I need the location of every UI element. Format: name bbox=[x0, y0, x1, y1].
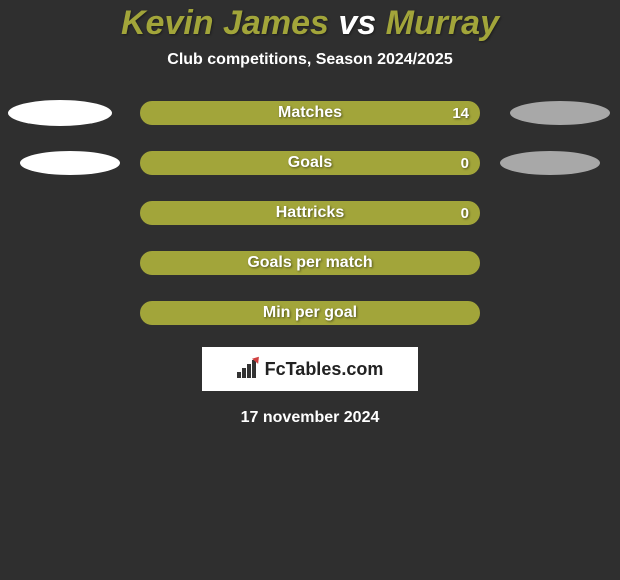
stat-bar: Goals 0 bbox=[140, 151, 480, 175]
stat-label: Min per goal bbox=[263, 304, 357, 322]
stat-rows: Matches 14 Goals 0 Hattricks 0 Goals per match… bbox=[0, 99, 620, 327]
subtitle: Club competitions, Season 2024/2025 bbox=[167, 51, 452, 69]
title-vs: vs bbox=[338, 4, 376, 42]
left-ellipse bbox=[8, 100, 112, 126]
stat-value-right: 14 bbox=[452, 105, 469, 122]
right-ellipse bbox=[500, 151, 600, 175]
title-player1: Kevin James bbox=[121, 4, 329, 42]
stat-label: Hattricks bbox=[276, 204, 344, 222]
logo-text: FcTables.com bbox=[265, 359, 384, 380]
stat-row: Goals per match bbox=[0, 249, 620, 277]
stat-label: Goals bbox=[288, 154, 332, 172]
page-title: Kevin James vs Murray bbox=[121, 4, 499, 43]
stat-bar: Goals per match bbox=[140, 251, 480, 275]
stat-label: Matches bbox=[278, 104, 342, 122]
stat-label: Goals per match bbox=[247, 254, 372, 272]
title-player2: Murray bbox=[386, 4, 499, 42]
left-ellipse bbox=[20, 151, 120, 175]
date-label: 17 november 2024 bbox=[241, 409, 380, 427]
stat-row: Goals 0 bbox=[0, 149, 620, 177]
right-ellipse bbox=[510, 101, 610, 125]
stat-value-right: 0 bbox=[461, 205, 469, 222]
stat-row: Matches 14 bbox=[0, 99, 620, 127]
stat-row: Hattricks 0 bbox=[0, 199, 620, 227]
stat-bar: Hattricks 0 bbox=[140, 201, 480, 225]
stat-bar: Matches 14 bbox=[140, 101, 480, 125]
stat-row: Min per goal bbox=[0, 299, 620, 327]
stat-value-right: 0 bbox=[461, 155, 469, 172]
bar-chart-icon bbox=[237, 360, 259, 378]
source-logo: FcTables.com bbox=[202, 347, 418, 391]
stat-bar: Min per goal bbox=[140, 301, 480, 325]
comparison-infographic: Kevin James vs Murray Club competitions,… bbox=[0, 0, 620, 427]
